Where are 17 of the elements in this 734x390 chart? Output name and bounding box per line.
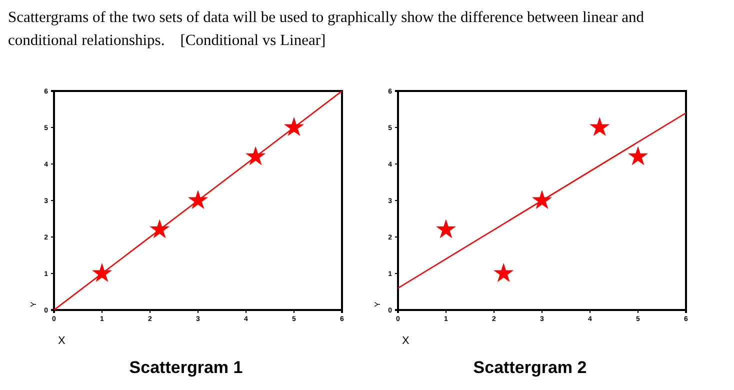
point: [494, 264, 513, 282]
text: Scattergram 1: [129, 358, 243, 377]
point: [246, 147, 265, 164]
y-axis-title: Y: [29, 301, 38, 307]
text: Scattergrams of the two sets of data will be used to graphically show the difference between linear and conditional relationships. [Conditional vs Linear]: [8, 8, 646, 51]
text: Scattergram 2: [473, 358, 587, 377]
point: [590, 118, 609, 136]
point: [150, 220, 169, 238]
point: [92, 264, 112, 282]
point: [532, 191, 552, 208]
point: [436, 220, 456, 238]
x-axis-title: X: [58, 335, 66, 347]
point: [284, 118, 304, 136]
x-axis-title: X: [402, 335, 410, 347]
point: [188, 191, 208, 208]
y-axis-title: Y: [373, 301, 382, 307]
point: [628, 147, 648, 164]
